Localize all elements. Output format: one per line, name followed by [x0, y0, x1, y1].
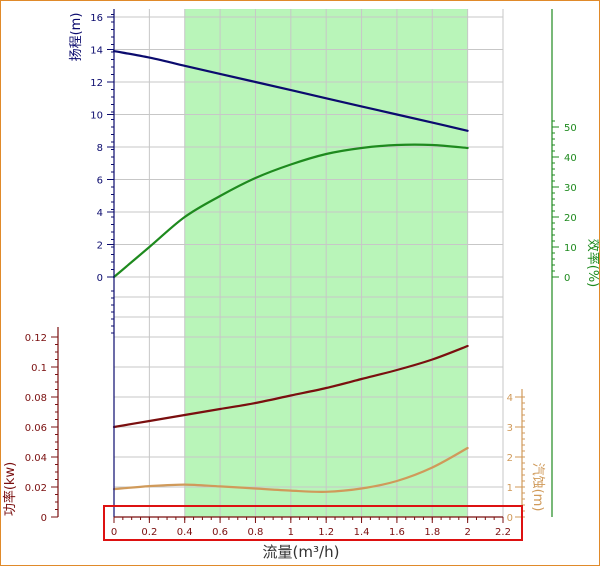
x-tick-label: 1.4	[354, 527, 370, 538]
npsh-tick-label: 2	[507, 453, 513, 464]
head-tick-label: 12	[90, 78, 103, 89]
power-tick-label: 0.12	[25, 333, 47, 344]
head-tick-label: 16	[90, 13, 103, 24]
power-tick-label: 0.02	[25, 483, 47, 494]
npsh-tick-label: 4	[507, 393, 513, 404]
series-line-0-1	[112, 143, 469, 279]
x-tick-label: 1.6	[389, 527, 405, 538]
x-tick-label: 0.6	[212, 527, 228, 538]
x-axis-title: 流量(m³/h)	[263, 543, 340, 561]
power-tick-label: 0.06	[25, 423, 47, 434]
series-line-0-0	[112, 50, 469, 132]
x-tick-label: 1.2	[318, 527, 334, 538]
head-tick-label: 4	[97, 208, 103, 219]
head-tick-label: 10	[90, 111, 103, 122]
power-tick-label: 0	[41, 513, 47, 524]
series-line-1-1	[112, 446, 469, 493]
x-tick-label: 0	[111, 527, 117, 538]
power-axis-title: 功率(kw)	[2, 462, 18, 516]
x-tick-label: 1.8	[424, 527, 440, 538]
x-tick-label: 1	[288, 527, 294, 538]
efficiency-axis-title: 效率(%)	[585, 239, 599, 288]
head-tick-label: 0	[97, 273, 103, 284]
head-axis-title: 扬程(m)	[69, 13, 84, 62]
power-tick-label: 0.08	[25, 393, 47, 404]
efficiency-tick-label: 10	[564, 243, 577, 254]
head-tick-label: 8	[97, 143, 103, 154]
efficiency-tick-label: 30	[564, 183, 577, 194]
power-tick-label: 0.1	[31, 363, 47, 374]
head-tick-label: 14	[90, 46, 103, 57]
x-axis-highlight-box	[103, 505, 523, 541]
x-tick-label: 0.8	[248, 527, 264, 538]
npsh-tick-label: 3	[507, 423, 513, 434]
x-tick-label: 2	[464, 527, 470, 538]
efficiency-tick-label: 50	[564, 123, 577, 134]
x-tick-label: 0.2	[141, 527, 157, 538]
efficiency-tick-label: 20	[564, 213, 577, 224]
efficiency-tick-label: 0	[564, 273, 570, 284]
efficiency-tick-label: 40	[564, 153, 577, 164]
x-tick-label: 0.4	[177, 527, 193, 538]
x-tick-label: 2.2	[495, 527, 511, 538]
series-line-1-0	[112, 344, 469, 429]
npsh-axis-title: 汽蚀(m)	[530, 463, 545, 512]
npsh-tick-label: 0	[507, 513, 513, 524]
npsh-tick-label: 1	[507, 483, 513, 494]
head-tick-label: 2	[97, 241, 103, 252]
head-tick-label: 6	[97, 176, 103, 187]
power-tick-label: 0.04	[25, 453, 47, 464]
